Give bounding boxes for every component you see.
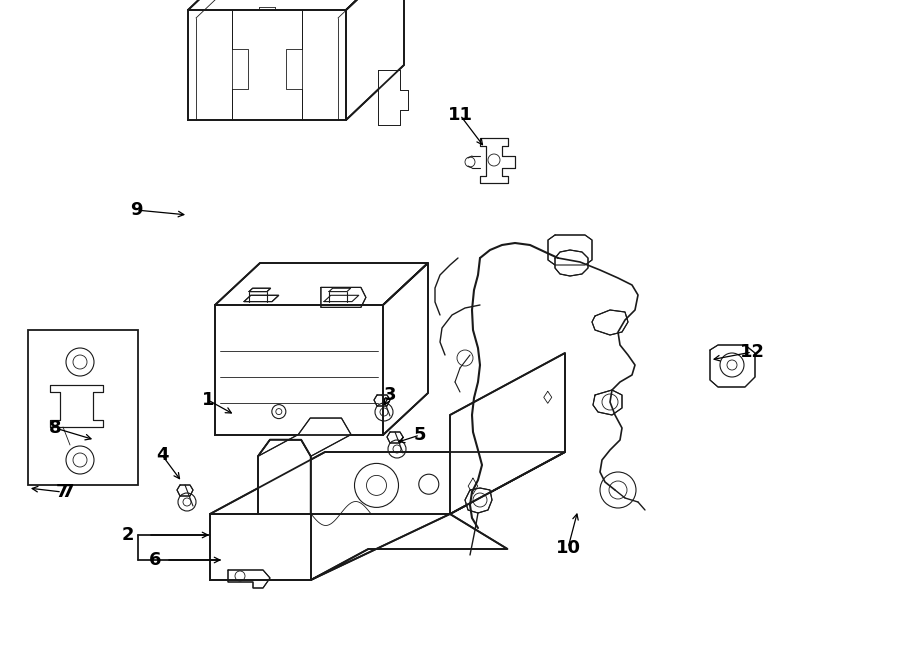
Polygon shape: [215, 263, 428, 305]
Polygon shape: [555, 250, 588, 276]
Polygon shape: [480, 138, 515, 183]
Text: 7: 7: [56, 483, 68, 501]
Polygon shape: [329, 288, 351, 291]
Polygon shape: [215, 305, 383, 435]
Text: 7: 7: [62, 483, 74, 501]
Text: 10: 10: [555, 539, 580, 557]
Polygon shape: [548, 235, 592, 265]
Text: 4: 4: [156, 446, 168, 464]
Polygon shape: [374, 395, 390, 406]
Text: 8: 8: [49, 419, 61, 437]
Polygon shape: [258, 440, 310, 514]
Polygon shape: [210, 514, 310, 580]
Polygon shape: [346, 0, 404, 120]
Polygon shape: [244, 295, 279, 302]
Polygon shape: [258, 418, 351, 456]
Text: 9: 9: [130, 201, 142, 219]
Polygon shape: [465, 488, 492, 513]
Polygon shape: [188, 10, 346, 120]
Polygon shape: [321, 287, 366, 307]
Text: 1: 1: [202, 391, 214, 409]
Polygon shape: [310, 514, 508, 580]
Polygon shape: [177, 485, 193, 496]
Text: 5: 5: [414, 426, 427, 444]
Polygon shape: [378, 70, 408, 124]
Polygon shape: [592, 310, 628, 335]
Polygon shape: [710, 345, 755, 387]
Polygon shape: [50, 385, 103, 427]
Text: 2: 2: [122, 526, 134, 544]
Polygon shape: [450, 353, 565, 514]
Polygon shape: [228, 570, 270, 588]
Polygon shape: [188, 0, 404, 10]
Text: 6: 6: [148, 551, 161, 569]
Polygon shape: [383, 263, 428, 435]
Polygon shape: [324, 295, 359, 302]
Polygon shape: [593, 390, 622, 415]
Text: 3: 3: [383, 386, 396, 404]
Polygon shape: [210, 452, 565, 514]
Polygon shape: [249, 288, 271, 291]
Polygon shape: [387, 432, 403, 443]
Text: 12: 12: [740, 343, 764, 361]
Bar: [28, 330, 138, 485]
Text: 11: 11: [447, 106, 473, 124]
